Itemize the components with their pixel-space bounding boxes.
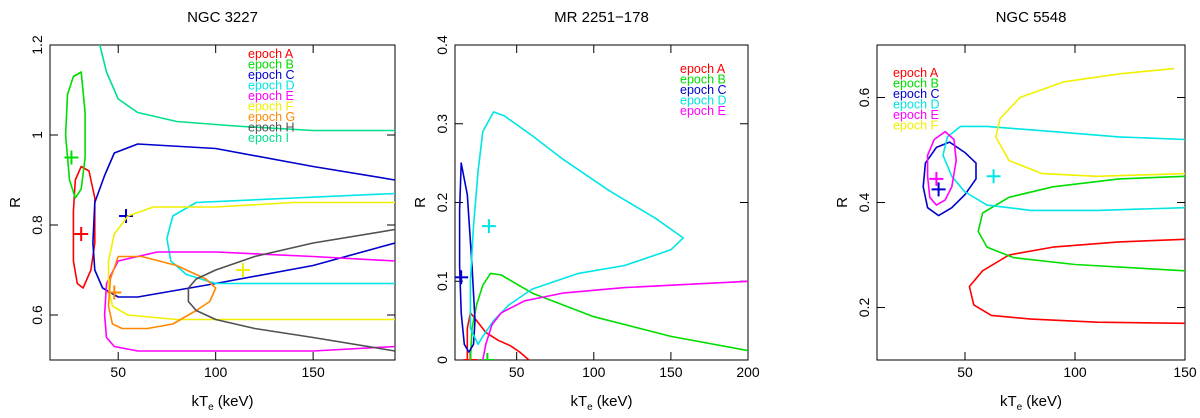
panel-3: NGC 5548 50 100 150 0.2 0.4 0.6 kTe (keV) Repoch …: [834, 9, 1197, 413]
plot-area: [455, 111, 748, 360]
x-axis-label-subscript: e: [587, 402, 593, 413]
contour-epoch-a: [72, 165, 96, 289]
x-axis-label-main: kT: [570, 393, 587, 410]
x-axis-label: kTe (keV): [570, 393, 632, 413]
x-axis-label: kTe (keV): [1000, 393, 1062, 413]
y-tick-label: 0.4: [434, 35, 450, 55]
plot-area: [64, 45, 395, 352]
contour-epoch-a: [968, 238, 1185, 325]
contour-epoch-g: [107, 255, 217, 330]
x-tick-label: 100: [204, 364, 228, 380]
panel-1: NGC 3227 50 100 150 0.6 0.8 1 1.2 kTe (keV) Repoch…: [7, 9, 396, 413]
legend-entry: epoch E: [680, 104, 726, 118]
legend-entry: epoch E: [248, 89, 294, 103]
y-tick-label: 0.2: [434, 193, 450, 213]
legend-entry: epoch E: [893, 108, 939, 122]
y-tick-label: 0.6: [29, 305, 45, 325]
chart-title: NGC 3227: [187, 9, 258, 26]
best-fit-marker: [986, 169, 1001, 184]
x-tick-label: 150: [659, 364, 683, 380]
x-axis-label-unit: (keV): [218, 393, 254, 410]
contour-epoch-c: [92, 143, 395, 298]
y-tick-label: 0.8: [29, 215, 45, 235]
x-tick-label: 50: [110, 364, 126, 380]
x-axis-label-unit: (keV): [1026, 393, 1062, 410]
legend-entry: epoch B: [680, 73, 726, 87]
best-fit-marker: [929, 171, 944, 186]
y-tick-label: 0.6: [856, 88, 872, 108]
legend-entry: epoch B: [893, 77, 939, 91]
legend-entry: epoch A: [248, 47, 294, 61]
contour-epoch-d: [469, 111, 685, 346]
best-fit-marker: [119, 209, 134, 223]
contour-epoch-e: [103, 251, 395, 352]
y-tick-label: 0.3: [434, 114, 450, 134]
y-axis-label: R: [7, 197, 24, 208]
contour-epoch-d: [166, 192, 395, 285]
x-tick-label: 150: [1173, 364, 1197, 380]
legend-entry: epoch H: [248, 121, 295, 135]
x-tick-label: 150: [301, 364, 325, 380]
y-tick-label: 0.4: [856, 193, 872, 213]
x-tick-label: 200: [736, 364, 760, 380]
best-fit-marker: [455, 270, 469, 285]
legend-entry: epoch A: [893, 66, 939, 80]
contour-epoch-e: [926, 130, 958, 206]
contour-epoch-c: [458, 162, 476, 353]
x-tick-label: 100: [1063, 364, 1087, 380]
x-axis-label-main: kT: [191, 393, 208, 410]
best-fit-marker: [481, 219, 496, 234]
x-axis-label-subscript: e: [208, 402, 214, 413]
y-tick-label: 0: [434, 356, 450, 364]
x-axis-label-main: kT: [1000, 393, 1017, 410]
x-axis-label-subscript: e: [1017, 402, 1023, 413]
legend-entry: epoch D: [248, 79, 295, 93]
contour-epoch-f: [994, 67, 1185, 178]
x-tick-label: 100: [582, 364, 606, 380]
legend-entry: epoch B: [248, 58, 294, 72]
chart-title: MR 2251−178: [554, 9, 649, 26]
legend-entry: epoch A: [680, 62, 726, 76]
best-fit-marker: [235, 263, 250, 277]
x-axis-label-unit: (keV): [597, 393, 633, 410]
x-tick-label: 50: [957, 364, 973, 380]
y-axis-label: R: [412, 197, 429, 208]
legend-entry: epoch G: [248, 110, 295, 124]
panel-2: MR 2251−178 50 100 150 200 0 0.1 0.2 0.3 0.4 kTe (k…: [412, 9, 760, 413]
contour-epoch-c: [922, 141, 977, 217]
y-axis-label: R: [834, 197, 851, 208]
legend-entry: epoch I: [248, 131, 289, 145]
best-fit-marker: [107, 285, 122, 300]
legend-entry: epoch C: [893, 87, 940, 101]
best-fit-marker: [480, 353, 495, 360]
y-tick-label: 1: [29, 131, 45, 139]
y-tick-label: 0.2: [856, 298, 872, 318]
contour-epoch-b: [977, 175, 1185, 272]
contour-epoch-i: [98, 45, 395, 132]
best-fit-marker: [931, 182, 946, 197]
chart-title: NGC 5548: [996, 9, 1067, 26]
legend-entry: epoch C: [680, 83, 727, 97]
best-fit-marker: [64, 150, 79, 165]
legend-entry: epoch D: [680, 94, 727, 108]
contour-epoch-h: [187, 228, 395, 352]
x-axis-label: kTe (keV): [191, 393, 253, 413]
legend-entry: epoch F: [248, 100, 294, 114]
legend-entry: epoch F: [893, 119, 939, 133]
y-tick-label: 0.1: [434, 271, 450, 291]
contour-epoch-e: [482, 280, 748, 360]
best-fit-marker: [74, 227, 89, 241]
x-tick-label: 50: [509, 364, 525, 380]
contour-epoch-d: [942, 125, 1185, 212]
y-tick-label: 1.2: [29, 35, 45, 55]
contour-epoch-b: [64, 71, 86, 199]
plot-area: [922, 67, 1185, 325]
legend-entry: epoch C: [248, 68, 295, 82]
contour-epoch-a: [466, 311, 530, 360]
legend-entry: epoch D: [893, 98, 940, 112]
contour-epoch-f: [107, 201, 395, 321]
